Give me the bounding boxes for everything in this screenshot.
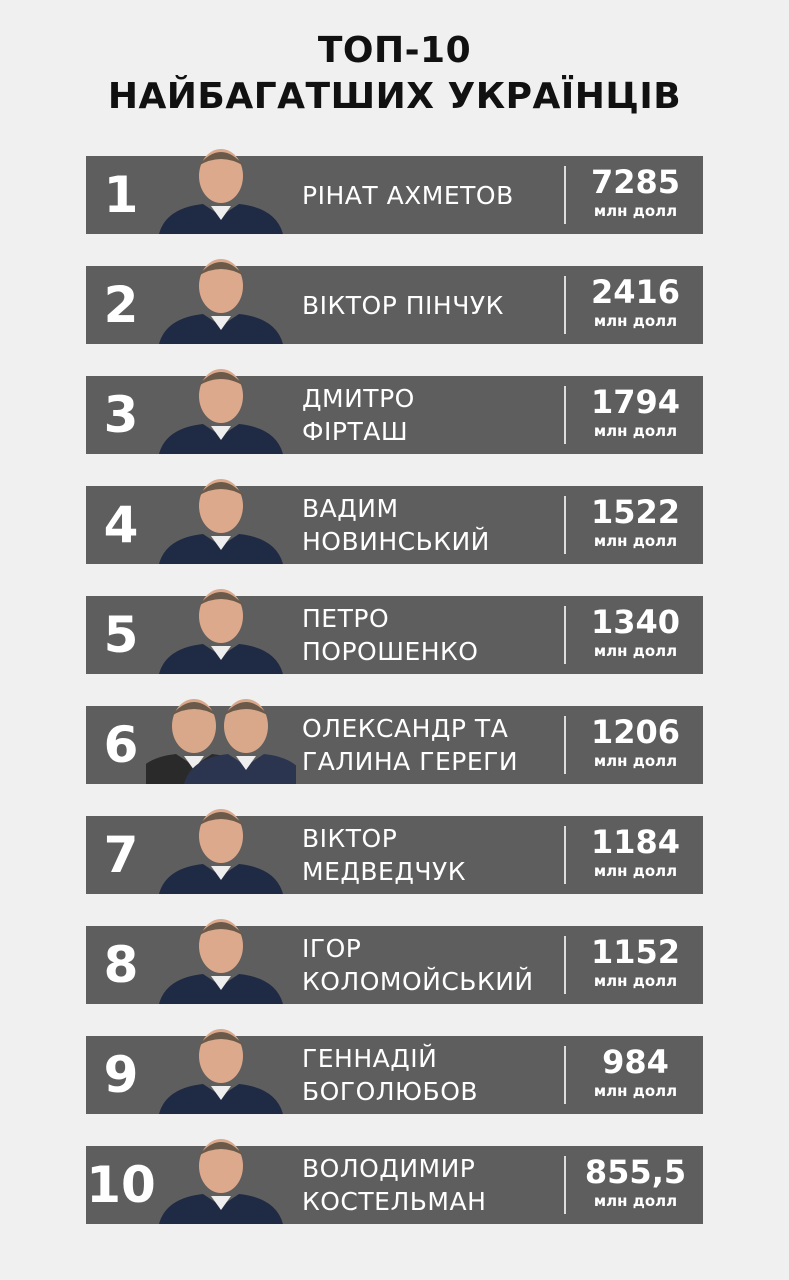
name-line-2: ФІРТАШ [302, 417, 409, 446]
name-line-1: ДМИТРО [302, 384, 415, 413]
name-line-2: НОВИНСЬКИЙ [302, 527, 490, 556]
person-name: ВІКТОР ПІНЧУК [302, 266, 562, 344]
ranking-row: 1 РІНАТ АХМЕТОВ 7285 млн долл [86, 149, 703, 234]
name-line-1: ГЕННАДІЙ [302, 1044, 438, 1073]
net-worth-value: 855,5 [584, 1153, 687, 1191]
name-line-2: ПОРОШЕНКО [302, 637, 479, 666]
net-worth-value: 1206 [590, 713, 681, 751]
name-line-1: ІГОР [302, 934, 362, 963]
person-photo [159, 1139, 283, 1224]
person-name: ОЛЕКСАНДР ТА ГАЛИНА ГЕРЕГИ [302, 706, 562, 784]
name-line-2: БОГОЛЮБОВ [302, 1077, 479, 1106]
name-line-2: МЕДВЕДЧУК [302, 857, 466, 886]
net-worth-value: 1184 [590, 823, 681, 861]
ranking-row: 7 ВІКТОР МЕДВЕДЧУК 1184 млн долл [86, 809, 703, 894]
ranking-row: 6 ОЛЕКСАНДР ТА ГАЛИНА ГЕРЕГИ 1206 млн до… [86, 699, 703, 784]
rank-number: 7 [103, 826, 139, 884]
divider [564, 166, 566, 224]
person-name: ПЕТРО ПОРОШЕНКО [302, 596, 562, 674]
divider [564, 1046, 566, 1104]
net-worth-unit: млн долл [593, 422, 678, 440]
net-worth-unit: млн долл [593, 532, 678, 550]
net-worth-unit: млн долл [593, 862, 678, 880]
title-line-1: ТОП-10 [317, 30, 472, 71]
rank-number: 10 [86, 1156, 156, 1214]
net-worth-unit: млн долл [593, 642, 678, 660]
ranking-row: 2 ВІКТОР ПІНЧУК 2416 млн долл [86, 259, 703, 344]
couple-photo [146, 699, 296, 784]
rank-number: 8 [103, 936, 139, 994]
divider [564, 276, 566, 334]
name-line-1: ПЕТРО [302, 604, 390, 633]
person-name: ІГОР КОЛОМОЙСЬКИЙ [302, 926, 562, 1004]
person-photo [159, 809, 283, 894]
divider [564, 936, 566, 994]
rank-number: 4 [103, 496, 139, 554]
ranking-row: 3 ДМИТРО ФІРТАШ 1794 млн долл [86, 369, 703, 454]
ranking-row: 5 ПЕТРО ПОРОШЕНКО 1340 млн долл [86, 589, 703, 674]
divider [564, 716, 566, 774]
name-line-2: ГАЛИНА ГЕРЕГИ [302, 747, 519, 776]
person-photo [159, 1029, 283, 1114]
person-name: ВОЛОДИМИР КОСТЕЛЬМАН [302, 1146, 562, 1224]
person-photo [159, 149, 283, 234]
name-line-1: ОЛЕКСАНДР ТА [302, 714, 509, 743]
rank-number: 6 [103, 716, 139, 774]
ranking-row: 8 ІГОР КОЛОМОЙСЬКИЙ 1152 млн долл [86, 919, 703, 1004]
title-line-2: НАЙБАГАТШИХ УКРАЇНЦІВ [107, 76, 682, 117]
rank-number: 9 [103, 1046, 139, 1104]
net-worth-value: 984 [602, 1043, 669, 1081]
net-worth-unit: млн долл [593, 202, 678, 220]
person-name: ВІКТОР МЕДВЕДЧУК [302, 816, 562, 894]
person-photo [159, 919, 283, 1004]
person-name: ГЕННАДІЙ БОГОЛЮБОВ [302, 1036, 562, 1114]
name-line-1: ВІКТОР ПІНЧУК [302, 290, 504, 320]
name-line-1: ВАДИМ [302, 494, 399, 523]
net-worth-value: 1340 [590, 603, 681, 641]
name-line-2: КОЛОМОЙСЬКИЙ [302, 967, 534, 996]
divider [564, 1156, 566, 1214]
net-worth-unit: млн долл [593, 1192, 678, 1210]
name-line-1: РІНАТ АХМЕТОВ [302, 180, 514, 210]
person-name: ДМИТРО ФІРТАШ [302, 376, 562, 454]
person-name: РІНАТ АХМЕТОВ [302, 156, 562, 234]
divider [564, 606, 566, 664]
net-worth-unit: млн долл [593, 312, 678, 330]
ranking-row: 4 ВАДИМ НОВИНСЬКИЙ 1522 млн долл [86, 479, 703, 564]
person-photo [159, 259, 283, 344]
person-name: ВАДИМ НОВИНСЬКИЙ [302, 486, 562, 564]
net-worth-value: 1522 [590, 493, 681, 531]
name-line-1: ВІКТОР [302, 824, 398, 853]
rank-number: 5 [103, 606, 139, 664]
divider [564, 826, 566, 884]
name-line-1: ВОЛОДИМИР [302, 1154, 476, 1183]
net-worth-unit: млн долл [593, 1082, 678, 1100]
divider [564, 386, 566, 444]
person-photo [159, 479, 283, 564]
name-line-2: КОСТЕЛЬМАН [302, 1187, 487, 1216]
net-worth-value: 1794 [590, 383, 681, 421]
net-worth-value: 7285 [590, 163, 681, 201]
ranking-row: 10 ВОЛОДИМИР КОСТЕЛЬМАН 855,5 млн долл [86, 1139, 703, 1224]
divider [564, 496, 566, 554]
net-worth-unit: млн долл [593, 972, 678, 990]
net-worth-value: 1152 [590, 933, 681, 971]
person-photo [159, 369, 283, 454]
ranking-row: 9 ГЕННАДІЙ БОГОЛЮБОВ 984 млн долл [86, 1029, 703, 1114]
net-worth-unit: млн долл [593, 752, 678, 770]
rank-number: 1 [103, 166, 139, 224]
rank-number: 3 [103, 386, 139, 444]
rank-number: 2 [103, 276, 139, 334]
net-worth-value: 2416 [590, 273, 681, 311]
page-title: ТОП-10 НАЙБАГАТШИХ УКРАЇНЦІВ [0, 28, 789, 120]
person-photo [159, 589, 283, 674]
